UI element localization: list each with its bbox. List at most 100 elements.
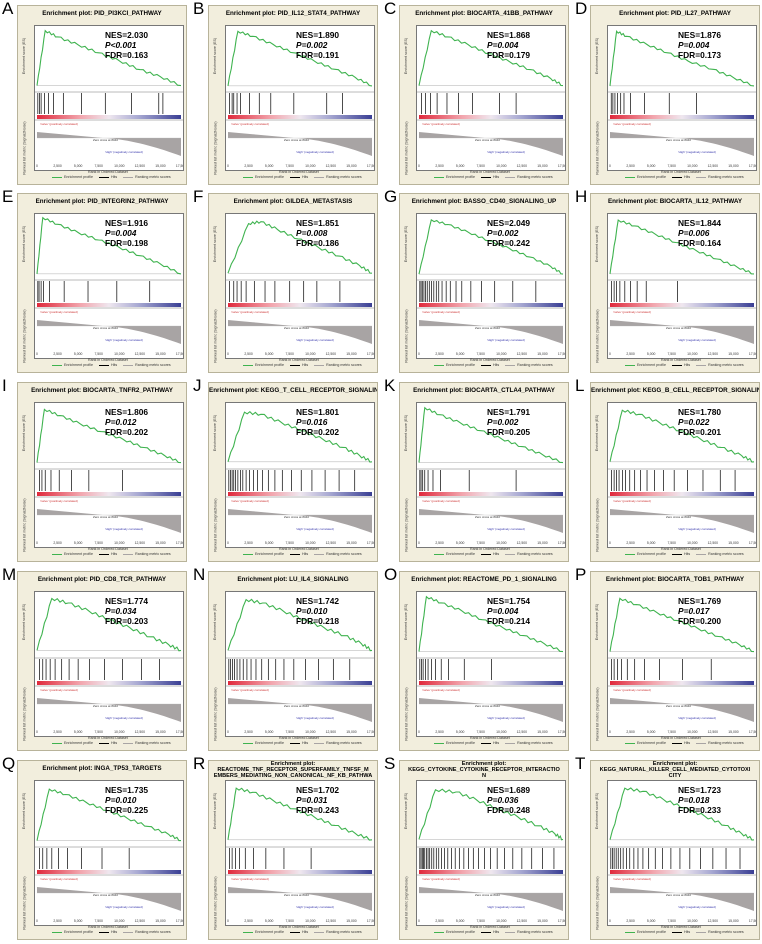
- rank-color-band: [419, 303, 563, 307]
- legend-entry: Enrichment profile: [255, 363, 284, 367]
- x-tick-label: 0: [36, 730, 38, 734]
- gsea-svg: 0 2,500 5,000 7,500 10,000 12,500 15,000 17,500…: [417, 29, 565, 168]
- negative-label: 'High' (negatively correlated): [678, 338, 716, 342]
- panel-letter: J: [193, 376, 202, 395]
- legend-entry: Ranking metric scores: [326, 741, 362, 745]
- legend-entry: Ranking metric scores: [517, 363, 553, 367]
- gsea-plot-card: Enrichment plot: BIOCARTA_IL12_PATHWAY En…: [590, 193, 760, 373]
- x-axis-label: Rank in Ordered Dataset: [661, 170, 701, 174]
- x-tick-label: 12,500: [135, 164, 145, 168]
- rank-color-band: [610, 870, 754, 874]
- panel-letter: D: [575, 0, 588, 18]
- negative-label: 'High' (negatively correlated): [296, 527, 334, 531]
- stats-box: NES=1.769 P=0.017 FDR=0.200: [678, 596, 721, 626]
- legend-entry: Enrichment profile: [446, 552, 475, 556]
- p-value: P=0.010: [296, 606, 328, 616]
- x-axis-label: Rank in Ordered Dataset: [661, 736, 701, 740]
- es-axis-label: Enrichment score (ES): [22, 225, 27, 263]
- x-tick-label: 2,500: [244, 352, 253, 356]
- negative-label: 'High' (negatively correlated): [678, 716, 716, 720]
- rank-color-band: [419, 115, 563, 119]
- panel-letter: R: [193, 754, 206, 773]
- legend-entry: Ranking metric scores: [326, 552, 362, 556]
- legend-swatch: [671, 553, 682, 555]
- negative-label: 'High' (negatively correlated): [296, 716, 334, 720]
- enrichment-profile-line: [609, 30, 755, 87]
- x-tick-label: 0: [227, 730, 229, 734]
- x-tick-label: 7,500: [476, 919, 485, 923]
- stats-box: NES=1.851 P=0.008 FDR=0.186: [296, 218, 339, 248]
- stats-box: NES=1.868 P=0.004 FDR=0.179: [487, 30, 530, 60]
- x-tick-label: 10,000: [496, 919, 506, 923]
- x-tick-label: 5,000: [647, 164, 656, 168]
- x-tick-label: 15,000: [155, 352, 165, 356]
- panel-letter: Q: [2, 754, 16, 773]
- x-tick-label: 2,500: [626, 730, 635, 734]
- fdr-value: FDR=0.201: [678, 427, 722, 437]
- gsea-plot-card: Enrichment plot: INGA_TP53_TARGETS Enrich…: [17, 760, 187, 940]
- legend-swatch: [314, 931, 325, 933]
- x-tick-label: 15,000: [537, 352, 547, 356]
- x-tick-label: 0: [227, 919, 229, 923]
- x-axis-label: Rank in Ordered Dataset: [88, 925, 128, 929]
- zero-cross-label: Zero cross at 8040: [666, 326, 691, 330]
- x-tick-label: 2,500: [626, 164, 635, 168]
- x-axis-label: Rank in Ordered Dataset: [470, 170, 510, 174]
- es-axis-label: Enrichment score (ES): [213, 792, 218, 830]
- rank-color-band: [37, 303, 181, 307]
- legend-entry: Enrichment profile: [64, 741, 93, 745]
- plot-title: Enrichment plot: PID_INTEGRIN2_PATHWAY: [35, 198, 169, 205]
- plot-title: Enrichment plot: REACTOME_PD_1_SIGNALING: [411, 576, 557, 583]
- x-tick-label: 5,000: [456, 919, 465, 923]
- legend-swatch: [505, 553, 516, 555]
- x-tick-label: 2,500: [244, 919, 253, 923]
- legend-swatch: [505, 176, 516, 178]
- gsea-svg: 0 2,500 5,000 7,500 10,000 12,500 15,000 17,500…: [417, 595, 565, 734]
- x-tick-label: 7,500: [667, 541, 676, 545]
- x-tick-label: 5,000: [265, 919, 274, 923]
- rank-color-band: [228, 681, 372, 685]
- nes-value: NES=1.702: [296, 785, 340, 795]
- negative-label: 'High' (negatively correlated): [487, 905, 525, 909]
- plot-area: 0 2,500 5,000 7,500 10,000 12,500 15,000 17,500…: [225, 402, 375, 548]
- stats-box: NES=1.876 P=0.004 FDR=0.173: [678, 30, 721, 60]
- legend-swatch: [671, 176, 682, 178]
- legend-entry: Enrichment profile: [637, 741, 666, 745]
- rank-axis-label: Ranked list metric (Signal2Noise): [22, 687, 27, 741]
- legend-entry: Hits: [110, 363, 118, 367]
- nes-value: NES=1.742: [296, 596, 340, 606]
- gsea-plot-card: Enrichment plot: REACTOME_TNF_RECEPTOR_SU…: [208, 760, 378, 940]
- legend-swatch: [480, 364, 491, 366]
- panel-letter: K: [384, 376, 396, 395]
- plot-area: 0 2,500 5,000 7,500 10,000 12,500 15,000 17,500…: [416, 213, 566, 359]
- panel-s: S Enrichment plot: KEGG_CYTOKINE_CYTOKINE_…: [382, 755, 572, 943]
- legend-swatch: [289, 742, 300, 744]
- x-tick-label: 5,000: [456, 730, 465, 734]
- legend-entry: Hits: [492, 741, 500, 745]
- stats-box: NES=1.723 P=0.018 FDR=0.233: [678, 785, 721, 815]
- positive-label: 'naïve' (positively correlated): [40, 499, 78, 503]
- x-tick-label: 17,500: [367, 352, 374, 356]
- plot-title: Enrichment plot: PID_CD8_TCR_PATHWAY: [37, 576, 167, 583]
- zero-cross-label: Zero cross at 8040: [475, 326, 500, 330]
- stats-box: NES=1.844 P=0.006 FDR=0.164: [678, 218, 721, 248]
- legend-entry: Enrichment profile: [446, 930, 475, 934]
- x-tick-label: 0: [609, 919, 611, 923]
- rank-color-band: [610, 115, 754, 119]
- legend-entry: Hits: [110, 175, 118, 179]
- legend-entry: Enrichment profile: [255, 175, 284, 179]
- x-tick-label: 15,000: [155, 164, 165, 168]
- rank-color-band: [419, 681, 563, 685]
- legend-swatch: [243, 931, 253, 933]
- stats-box: NES=1.780 P=0.022 FDR=0.201: [678, 407, 721, 437]
- x-axis-label: Rank in Ordered Dataset: [279, 736, 319, 740]
- legend-entry: Hits: [683, 930, 691, 934]
- nes-value: NES=1.689: [487, 785, 531, 795]
- negative-label: 'High' (negatively correlated): [296, 338, 334, 342]
- plot-area: 0 2,500 5,000 7,500 10,000 12,500 15,000 17,500…: [34, 25, 184, 171]
- x-tick-label: 15,000: [537, 919, 547, 923]
- x-tick-label: 5,000: [74, 730, 83, 734]
- legend-swatch: [480, 176, 491, 178]
- nes-value: NES=1.780: [678, 407, 722, 417]
